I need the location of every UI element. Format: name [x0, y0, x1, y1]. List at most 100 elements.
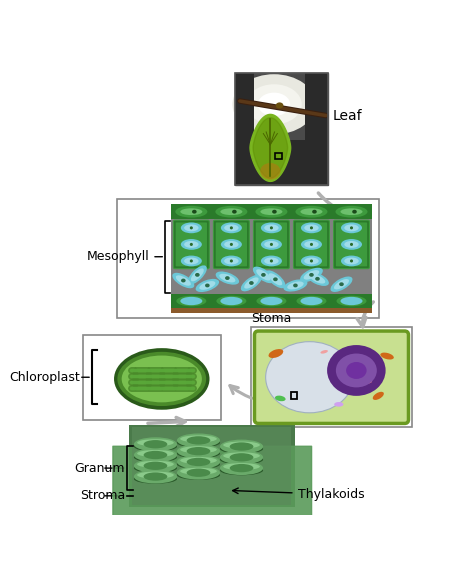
Ellipse shape — [253, 267, 274, 283]
Ellipse shape — [287, 282, 304, 290]
Ellipse shape — [205, 283, 210, 287]
Ellipse shape — [190, 226, 193, 230]
Ellipse shape — [310, 226, 313, 230]
FancyBboxPatch shape — [216, 223, 247, 267]
Ellipse shape — [260, 297, 282, 305]
Ellipse shape — [177, 455, 220, 469]
Ellipse shape — [300, 208, 322, 215]
Ellipse shape — [344, 241, 359, 248]
Ellipse shape — [122, 355, 202, 402]
Ellipse shape — [249, 281, 254, 285]
Ellipse shape — [230, 243, 233, 246]
Ellipse shape — [336, 354, 377, 387]
Ellipse shape — [144, 451, 168, 459]
Ellipse shape — [270, 243, 273, 246]
Bar — [171, 219, 372, 269]
Ellipse shape — [275, 396, 285, 401]
Ellipse shape — [144, 462, 168, 470]
Ellipse shape — [192, 210, 197, 213]
Bar — [251, 327, 412, 428]
Ellipse shape — [224, 224, 239, 231]
Ellipse shape — [309, 273, 314, 277]
Ellipse shape — [293, 283, 298, 287]
Ellipse shape — [304, 241, 319, 248]
Text: Thylakoids: Thylakoids — [233, 488, 364, 501]
Bar — [129, 425, 294, 507]
Ellipse shape — [134, 448, 177, 462]
Ellipse shape — [177, 433, 220, 447]
Ellipse shape — [134, 452, 177, 462]
FancyBboxPatch shape — [334, 220, 369, 269]
FancyBboxPatch shape — [173, 220, 209, 269]
Bar — [305, 73, 328, 185]
Ellipse shape — [190, 243, 193, 246]
Ellipse shape — [301, 298, 322, 304]
Ellipse shape — [373, 392, 384, 400]
Ellipse shape — [304, 224, 319, 231]
Ellipse shape — [321, 350, 328, 354]
Ellipse shape — [330, 276, 352, 292]
Ellipse shape — [195, 273, 200, 277]
Ellipse shape — [315, 277, 320, 281]
Bar — [235, 140, 328, 185]
Ellipse shape — [224, 241, 239, 248]
Ellipse shape — [220, 466, 263, 475]
Bar — [117, 198, 379, 318]
Ellipse shape — [215, 206, 248, 218]
Ellipse shape — [270, 226, 273, 230]
Ellipse shape — [134, 437, 177, 451]
Text: Chloroplast: Chloroplast — [10, 371, 80, 384]
Ellipse shape — [341, 223, 362, 233]
Ellipse shape — [341, 208, 363, 215]
Ellipse shape — [344, 224, 359, 231]
Ellipse shape — [261, 223, 282, 233]
Ellipse shape — [134, 474, 177, 484]
Ellipse shape — [350, 243, 353, 246]
Ellipse shape — [346, 362, 366, 379]
Ellipse shape — [134, 470, 177, 484]
Ellipse shape — [187, 436, 210, 444]
Ellipse shape — [341, 239, 362, 250]
Ellipse shape — [134, 441, 177, 451]
Ellipse shape — [352, 210, 357, 213]
Ellipse shape — [223, 463, 260, 470]
Ellipse shape — [244, 278, 259, 288]
Ellipse shape — [173, 368, 179, 391]
Bar — [171, 294, 372, 308]
FancyBboxPatch shape — [256, 223, 287, 267]
Ellipse shape — [230, 226, 233, 230]
Bar — [132, 428, 292, 505]
Ellipse shape — [269, 273, 282, 286]
Ellipse shape — [180, 297, 202, 305]
Ellipse shape — [181, 256, 202, 267]
Ellipse shape — [186, 368, 192, 391]
Ellipse shape — [199, 281, 215, 290]
Ellipse shape — [364, 380, 372, 383]
Ellipse shape — [196, 279, 219, 292]
Ellipse shape — [336, 296, 366, 306]
Ellipse shape — [132, 368, 139, 391]
Ellipse shape — [300, 268, 323, 282]
Ellipse shape — [177, 466, 220, 479]
Ellipse shape — [191, 268, 204, 282]
FancyBboxPatch shape — [255, 331, 409, 424]
Ellipse shape — [264, 224, 278, 231]
Ellipse shape — [341, 297, 363, 305]
Bar — [171, 204, 372, 219]
FancyBboxPatch shape — [213, 220, 249, 269]
Ellipse shape — [117, 352, 206, 406]
Ellipse shape — [327, 345, 386, 396]
Ellipse shape — [270, 260, 273, 263]
Ellipse shape — [276, 102, 284, 108]
Ellipse shape — [180, 208, 202, 215]
Ellipse shape — [301, 239, 322, 250]
Ellipse shape — [177, 459, 220, 469]
Ellipse shape — [184, 241, 198, 248]
Ellipse shape — [114, 348, 210, 410]
Ellipse shape — [233, 74, 315, 134]
FancyBboxPatch shape — [336, 223, 367, 267]
Ellipse shape — [137, 471, 174, 478]
Ellipse shape — [137, 461, 174, 468]
Ellipse shape — [180, 436, 217, 443]
Text: Stroma: Stroma — [80, 489, 125, 503]
